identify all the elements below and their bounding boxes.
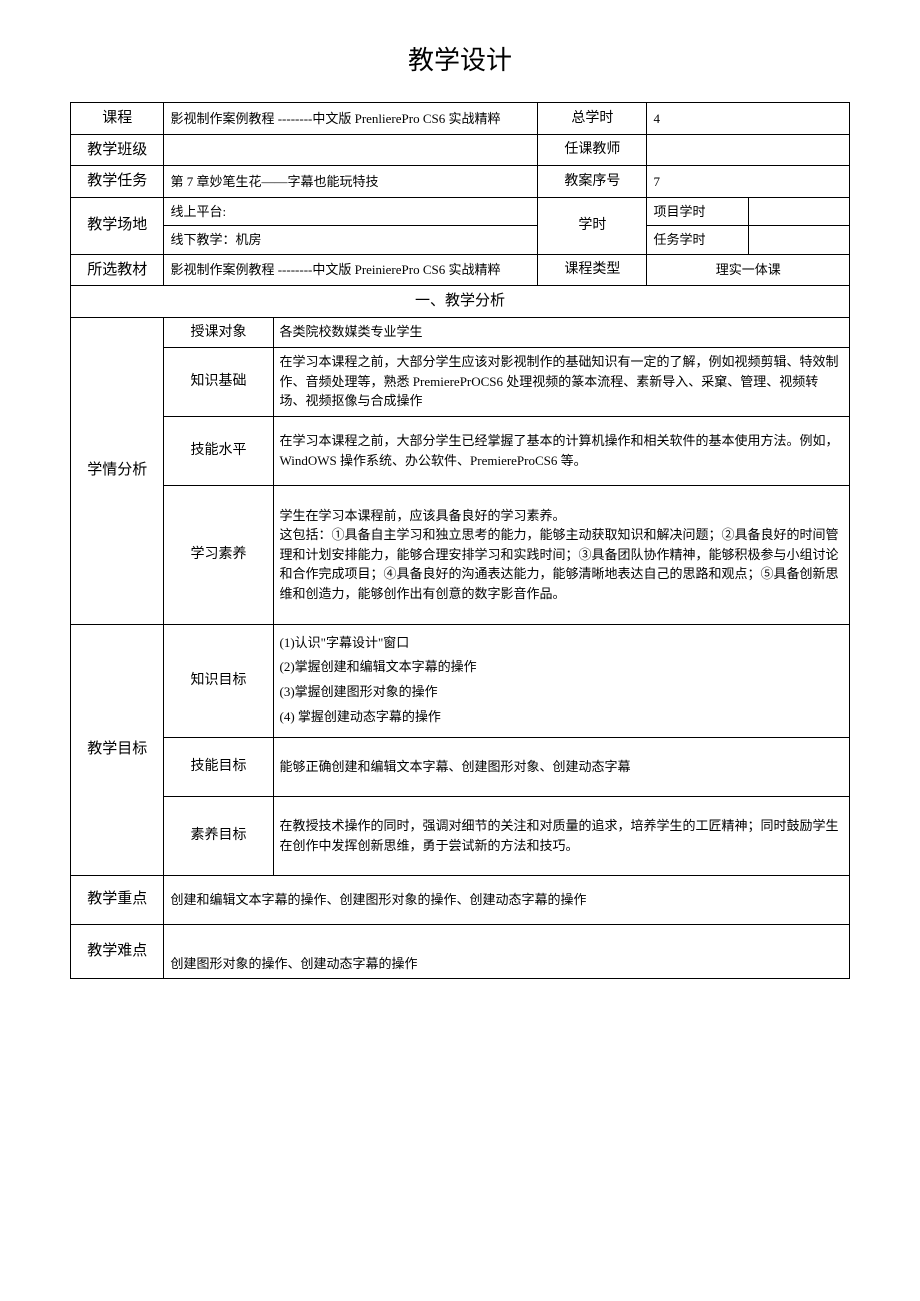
skill-level-value: 在学习本课程之前，大部分学生已经掌握了基本的计算机操作和相关软件的基本使用方法。… <box>273 416 849 485</box>
skill-goal-label: 技能目标 <box>164 737 273 796</box>
plan-no-label: 教案序号 <box>538 166 647 198</box>
literacy-label: 学习素养 <box>164 485 273 624</box>
project-hours-label: 项目学时 <box>647 197 748 226</box>
literacy-value: 学生在学习本课程前，应该具备良好的学习素养。 这包括：①具备自主学习和独立思考的… <box>273 485 849 624</box>
knowledge-base-value: 在学习本课程之前，大部分学生应该对影视制作的基础知识有一定的了解，例如视频剪辑、… <box>273 347 849 416</box>
total-hours-label: 总学时 <box>538 103 647 135</box>
analysis-label: 学情分析 <box>71 317 164 624</box>
knowledge-goal-items: (1)认识"字幕设计"窗口 (2)掌握创建和编辑文本字幕的操作 (3)掌握创建图… <box>274 625 849 737</box>
venue-online: 线上平台: <box>164 197 538 226</box>
task-hours-value <box>748 226 849 255</box>
course-label: 课程 <box>71 103 164 135</box>
skill-level-label: 技能水平 <box>164 416 273 485</box>
table-row: 教学目标 知识目标 (1)认识"字幕设计"窗口 (2)掌握创建和编辑文本字幕的操… <box>71 624 850 737</box>
table-row: 课程 影视制作案例教程 --------中文版 PrenlierePro CS6… <box>71 103 850 135</box>
textbook-value: 影视制作案例教程 --------中文版 PreinierePro CS6 实战… <box>164 254 538 286</box>
table-row: 教学任务 第 7 章妙笔生花——字幕也能玩特技 教案序号 7 <box>71 166 850 198</box>
knowledge-goal-label: 知识目标 <box>164 624 273 737</box>
document-title: 教学设计 <box>70 40 850 77</box>
venue-offline: 线下教学：机房 <box>164 226 538 255</box>
section-header-1: 一、教学分析 <box>71 286 850 318</box>
keypoint-label: 教学重点 <box>71 875 164 924</box>
literacy-goal-value: 在教授技术操作的同时，强调对细节的关注和对质量的追求，培养学生的工匠精神；同时鼓… <box>273 796 849 875</box>
teacher-label: 任课教师 <box>538 134 647 166</box>
course-value: 影视制作案例教程 --------中文版 PrenlierePro CS6 实战… <box>164 103 538 135</box>
hours-label: 学时 <box>538 197 647 254</box>
table-row: 一、教学分析 <box>71 286 850 318</box>
plan-no-value: 7 <box>647 166 850 198</box>
table-row: 教学场地 线上平台: 学时 项目学时 <box>71 197 850 226</box>
table-row: 所选教材 影视制作案例教程 --------中文版 PreinierePro C… <box>71 254 850 286</box>
table-row: 线下教学：机房 任务学时 <box>71 226 850 255</box>
table-row: 教学班级 任课教师 <box>71 134 850 166</box>
textbook-label: 所选教材 <box>71 254 164 286</box>
course-type-label: 课程类型 <box>538 254 647 286</box>
audience-label: 授课对象 <box>164 317 273 347</box>
task-value: 第 7 章妙笔生花——字幕也能玩特技 <box>164 166 538 198</box>
venue-label: 教学场地 <box>71 197 164 254</box>
table-row: 学情分析 授课对象 各类院校数媒类专业学生 <box>71 317 850 347</box>
difficulty-label: 教学难点 <box>71 924 164 978</box>
lesson-plan-table: 课程 影视制作案例教程 --------中文版 PrenlierePro CS6… <box>70 102 850 979</box>
table-row: 知识基础 在学习本课程之前，大部分学生应该对影视制作的基础知识有一定的了解，例如… <box>71 347 850 416</box>
table-row: 素养目标 在教授技术操作的同时，强调对细节的关注和对质量的追求，培养学生的工匠精… <box>71 796 850 875</box>
table-row: 教学难点 创建图形对象的操作、创建动态字幕的操作 <box>71 924 850 978</box>
goals-label: 教学目标 <box>71 624 164 875</box>
audience-value: 各类院校数媒类专业学生 <box>273 317 849 347</box>
knowledge-goal-value: (1)认识"字幕设计"窗口 (2)掌握创建和编辑文本字幕的操作 (3)掌握创建图… <box>273 624 849 737</box>
table-row: 教学重点 创建和编辑文本字幕的操作、创建图形对象的操作、创建动态字幕的操作 <box>71 875 850 924</box>
course-type-label-text: 课程类型 <box>564 262 620 277</box>
table-row: 技能水平 在学习本课程之前，大部分学生已经掌握了基本的计算机操作和相关软件的基本… <box>71 416 850 485</box>
keypoint-value: 创建和编辑文本字幕的操作、创建图形对象的操作、创建动态字幕的操作 <box>164 875 850 924</box>
table-row: 技能目标 能够正确创建和编辑文本字幕、创建图形对象、创建动态字幕 <box>71 737 850 796</box>
knowledge-base-label: 知识基础 <box>164 347 273 416</box>
class-label: 教学班级 <box>71 134 164 166</box>
literacy-goal-label: 素养目标 <box>164 796 273 875</box>
table-row: 学习素养 学生在学习本课程前，应该具备良好的学习素养。 这包括：①具备自主学习和… <box>71 485 850 624</box>
total-hours-value: 4 <box>647 103 850 135</box>
teacher-value <box>647 134 850 166</box>
course-type-value: 理实一体课 <box>647 254 850 286</box>
task-hours-label: 任务学时 <box>647 226 748 255</box>
class-value <box>164 134 538 166</box>
skill-goal-value: 能够正确创建和编辑文本字幕、创建图形对象、创建动态字幕 <box>273 737 849 796</box>
task-label: 教学任务 <box>71 166 164 198</box>
difficulty-value: 创建图形对象的操作、创建动态字幕的操作 <box>164 924 850 978</box>
project-hours-value <box>748 197 849 226</box>
